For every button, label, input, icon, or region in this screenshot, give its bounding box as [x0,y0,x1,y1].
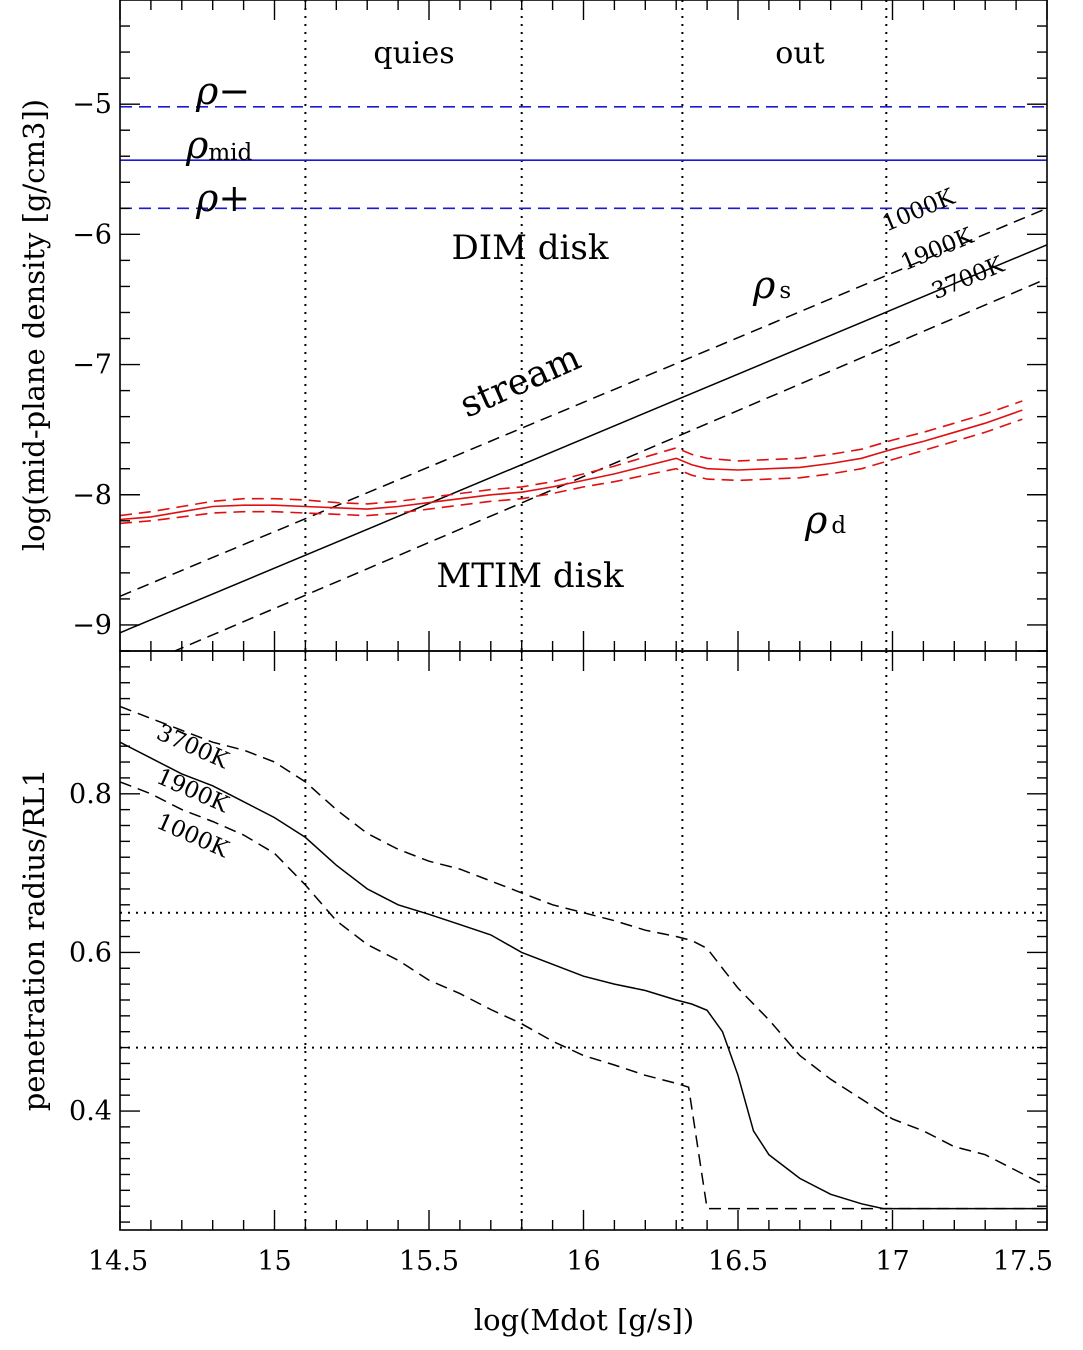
top-vlines [304,0,888,651]
bottom-xtick-labels: 14.5 15 15.5 16 16.5 17 17.5 [88,1246,1053,1277]
rho-mid-subscript: mid [208,140,252,166]
mtim-disk-label: MTIM disk [436,556,624,596]
bottom-ticks [119,650,1048,1230]
bottom-xtick-label: 17.5 [993,1246,1053,1277]
top-ytick-label: −5 [72,89,112,120]
stream-line-3700K [172,277,1047,651]
top-disk-density [120,400,1023,525]
bottom-ytick-label: 0.4 [69,1096,112,1127]
bottom-panel-frame [119,650,1048,1231]
rho-minus-label: ρ− [195,69,250,113]
bottom-ytick-label: 0.8 [69,779,112,810]
dim-disk-label: DIM disk [451,228,608,268]
series-line-1900K [120,741,1047,1210]
rho-s-subscript: s [779,278,791,304]
bottom-ytick-label: 0.6 [69,937,112,968]
bottom-xtick-label: 17 [875,1246,909,1277]
disk-density-center [120,409,1023,521]
top-ytick-label: −7 [72,350,112,381]
rho-plus-label: ρ+ [195,176,250,220]
rho-s-symbol: ρ [752,263,776,307]
top-panel: −9−8−7−6−5 quies out ρ− ρmid ρ+ DIM disk… [17,0,1048,652]
rho-d-symbol: ρ [804,498,828,542]
rho-mid-symbol: ρ [185,123,209,167]
stream-label: stream [454,337,587,426]
bottom-series [120,705,1047,1210]
bottom-ytick-labels: 0.4 0.6 0.8 [69,779,112,1127]
series-line-3700K [120,705,1047,1188]
bottom-xtick-label: 15.5 [399,1246,459,1277]
top-ytick-label: −9 [72,610,112,641]
top-ytick-label: −6 [72,219,112,250]
top-y-axis-title: log(mid-plane density [g/cm3]) [17,99,51,551]
bottom-xtick-label: 14.5 [88,1246,148,1277]
series-line-1000K [120,781,1047,1210]
bottom-hlines [120,911,1047,1049]
top-hlines [120,105,1047,210]
bottom-vlines [304,651,888,1230]
bottom-xtick-label: 16 [566,1246,600,1277]
top-ytick-labels: −9 −8 −7 −6 −5 [72,89,112,641]
bottom-xtick-label: 16.5 [708,1246,768,1277]
top-ytick-label: −8 [72,480,112,511]
disk-density-upper [120,400,1023,517]
top-ticks [119,0,1048,652]
rho-mid-label: ρmid [185,123,253,167]
disk-density-lower [120,418,1023,525]
stream-line-1900K [120,244,1047,634]
bottom-xtick-label: 15 [257,1246,291,1277]
bottom-y-axis-title: penetration radius/RL1 [17,769,51,1112]
bottom-panel: 0.4 0.6 0.8 14.5 15 15.5 16 16.5 17 17.5 3700K19… [17,650,1053,1337]
x-axis-title: log(Mdot [g/s]) [474,1303,694,1337]
stream-temp-label-1000K: 1000K [879,184,960,238]
region-label-out: out [775,36,824,71]
top-panel-frame [119,0,1048,652]
region-label-quies: quies [373,36,454,71]
top-stream-lines [120,207,1047,651]
rho-d-subscript: d [831,513,846,539]
stream-line-1000K [120,207,1047,597]
